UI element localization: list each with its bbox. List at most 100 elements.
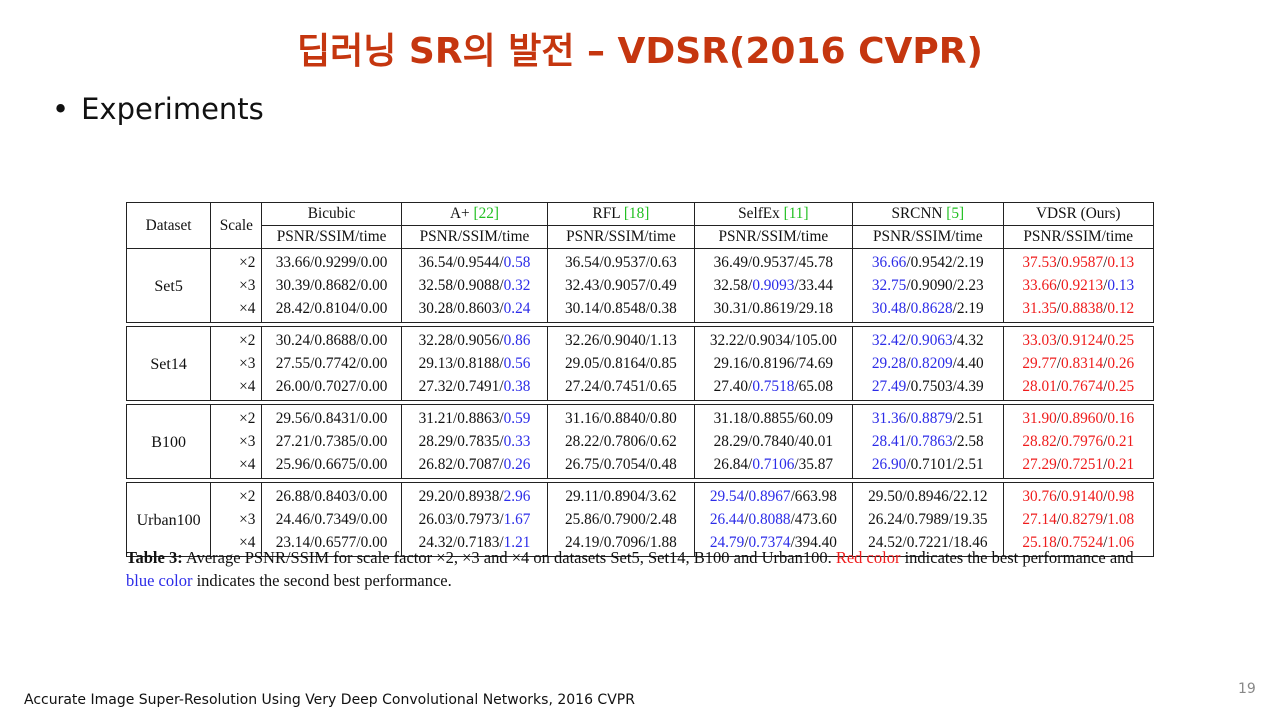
scale-cell: ×4 <box>210 297 263 323</box>
result-cell: 28.01/0.7674/0.25 <box>1002 375 1155 401</box>
result-cell: 30.28/0.8603/0.24 <box>400 297 549 323</box>
result-cell: 30.76/0.9140/0.98 <box>1002 482 1155 508</box>
header-method: Bicubic <box>261 202 402 226</box>
dataset-name: B100 <box>125 404 212 479</box>
result-cell: 29.20/0.8938/2.96 <box>400 482 549 508</box>
result-cell: 33.03/0.9124/0.25 <box>1002 326 1155 352</box>
scale-cell: ×2 <box>210 404 263 430</box>
table-header: Dataset Scale Bicubic A+ [22] RFL [18] S… <box>125 202 1155 249</box>
result-cell: 30.24/0.8688/0.00 <box>261 326 402 352</box>
caption-text: Average PSNR/SSIM for scale factor ×2, ×… <box>182 548 836 567</box>
result-cell: 29.50/0.8946/22.12 <box>852 482 1004 508</box>
header-method: RFL [18] <box>547 202 695 226</box>
result-cell: 27.21/0.7385/0.00 <box>261 430 402 453</box>
table-row: Set5 ×2 33.66/0.9299/0.00 36.54/0.9544/0.58… <box>125 248 1155 323</box>
result-cell: 29.11/0.8904/3.62 <box>547 482 695 508</box>
result-cell: 32.43/0.9057/0.49 <box>547 274 695 297</box>
result-cell: 36.54/0.9537/0.63 <box>547 248 695 274</box>
result-cell: 29.05/0.8164/0.85 <box>547 352 695 375</box>
scale-cell: ×3 <box>210 352 263 375</box>
result-cell: 24.52/0.7221/18.46 <box>852 531 1004 557</box>
table-row: ×3 30.39/0.8682/0.00 32.58/0.9088/0.32 32.4… <box>127 274 1155 297</box>
page-number: 19 <box>1238 681 1256 697</box>
caption-label: Table 3: <box>126 548 183 567</box>
table-row: Set14 ×2 30.24/0.8688/0.00 32.28/0.9056/0.8… <box>125 326 1155 401</box>
result-cell: 32.28/0.9056/0.86 <box>400 326 549 352</box>
result-cell: 26.44/0.8088/473.60 <box>693 508 854 531</box>
result-cell: 28.29/0.7835/0.33 <box>400 430 549 453</box>
result-cell: 32.58/0.9088/0.32 <box>400 274 549 297</box>
result-cell: 29.54/0.8967/663.98 <box>693 482 854 508</box>
result-cell: 31.18/0.8855/60.09 <box>693 404 854 430</box>
header-method: VDSR (Ours) <box>1002 202 1155 226</box>
dataset-name: Set14 <box>125 326 212 401</box>
method-name: VDSR (Ours) <box>1035 205 1121 222</box>
result-cell: 31.35/0.8838/0.12 <box>1002 297 1155 323</box>
result-cell: 26.03/0.7973/1.67 <box>400 508 549 531</box>
scale-cell: ×4 <box>210 453 263 479</box>
bullet-item: • Experiments <box>52 92 264 126</box>
scale-cell: ×2 <box>210 326 263 352</box>
result-cell: 26.75/0.7054/0.48 <box>547 453 695 479</box>
bullet-text: Experiments <box>81 92 264 126</box>
table-caption: Table 3: Average PSNR/SSIM for scale fac… <box>126 546 1166 592</box>
result-cell: 24.46/0.7349/0.00 <box>261 508 402 531</box>
result-cell: 36.66/0.9542/2.19 <box>852 248 1004 274</box>
caption-text: indicates the second best performance. <box>192 571 452 590</box>
scale-cell: ×2 <box>210 248 263 274</box>
caption-blue-text: blue color <box>126 571 193 590</box>
method-ref: [11] <box>783 205 809 222</box>
result-cell: 30.48/0.8628/2.19 <box>852 297 1004 323</box>
result-cell: 28.41/0.7863/2.58 <box>852 430 1004 453</box>
header-dataset: Dataset <box>125 202 212 249</box>
result-cell: 27.29/0.7251/0.21 <box>1002 453 1155 479</box>
result-cell: 33.66/0.9299/0.00 <box>261 248 402 274</box>
result-cell: 25.86/0.7900/2.48 <box>547 508 695 531</box>
method-ref: [22] <box>473 205 500 222</box>
scale-cell: ×3 <box>210 508 263 531</box>
header-method: SelfEx [11] <box>693 202 854 226</box>
scale-cell: ×3 <box>210 430 263 453</box>
result-cell: 37.53/0.9587/0.13 <box>1002 248 1155 274</box>
method-ref: [5] <box>946 205 965 222</box>
method-name: A+ <box>449 205 470 222</box>
result-cell: 32.22/0.9034/105.00 <box>693 326 854 352</box>
table-row: Urban100 ×2 26.88/0.8403/0.00 29.20/0.8938/… <box>125 482 1155 557</box>
slide-footer-citation: Accurate Image Super-Resolution Using Ve… <box>24 692 635 708</box>
result-cell: 30.39/0.8682/0.00 <box>261 274 402 297</box>
header-method: A+ [22] <box>400 202 549 226</box>
result-cell: 27.40/0.7518/65.08 <box>693 375 854 401</box>
caption-red-text: Red color <box>835 548 901 567</box>
result-cell: 26.88/0.8403/0.00 <box>261 482 402 508</box>
result-cell: 28.29/0.7840/40.01 <box>693 430 854 453</box>
header-metric: PSNR/SSIM/time <box>261 225 402 249</box>
result-cell: 32.42/0.9063/4.32 <box>852 326 1004 352</box>
result-cell: 32.58/0.9093/33.44 <box>693 274 854 297</box>
result-cell: 30.14/0.8548/0.38 <box>547 297 695 323</box>
result-cell: 32.26/0.9040/1.13 <box>547 326 695 352</box>
result-cell: 32.75/0.9090/2.23 <box>852 274 1004 297</box>
method-name: SRCNN <box>891 205 943 222</box>
dataset-name: Urban100 <box>125 482 212 557</box>
table-row: ×4 28.42/0.8104/0.00 30.28/0.8603/0.24 30.1… <box>127 297 1155 323</box>
result-cell: 23.14/0.6577/0.00 <box>261 531 402 557</box>
slide-title: 딥러닝 SR의 발전 – VDSR(2016 CVPR) <box>297 31 983 72</box>
dataset-name: Set5 <box>125 248 212 323</box>
result-cell: 29.13/0.8188/0.56 <box>400 352 549 375</box>
result-cell: 26.24/0.7989/19.35 <box>852 508 1004 531</box>
table-row: ×3 27.21/0.7385/0.00 28.29/0.7835/0.33 28.2… <box>127 430 1155 453</box>
result-cell: 26.84/0.7106/35.87 <box>693 453 854 479</box>
scale-cell: ×3 <box>210 274 263 297</box>
result-cell: 30.31/0.8619/29.18 <box>693 297 854 323</box>
scale-cell: ×4 <box>210 531 263 557</box>
header-metric: PSNR/SSIM/time <box>693 225 854 249</box>
bullet-dot-icon: • <box>52 92 70 126</box>
table-row: ×4 25.96/0.6675/0.00 26.82/0.7087/0.26 26.7… <box>127 453 1155 479</box>
result-cell: 31.90/0.8960/0.16 <box>1002 404 1155 430</box>
result-cell: 31.16/0.8840/0.80 <box>547 404 695 430</box>
result-cell: 28.42/0.8104/0.00 <box>261 297 402 323</box>
result-cell: 27.24/0.7451/0.65 <box>547 375 695 401</box>
result-cell: 27.32/0.7491/0.38 <box>400 375 549 401</box>
result-cell: 28.82/0.7976/0.21 <box>1002 430 1155 453</box>
header-metric: PSNR/SSIM/time <box>852 225 1004 249</box>
